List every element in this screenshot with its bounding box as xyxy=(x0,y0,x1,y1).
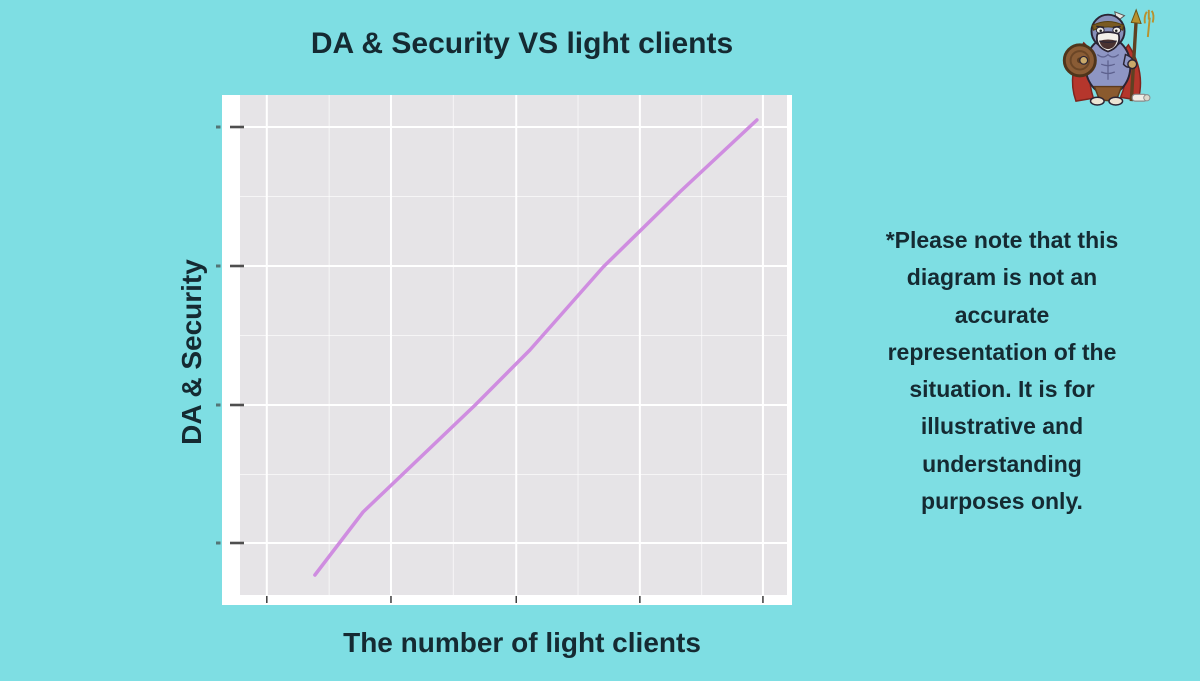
chart-canvas xyxy=(216,95,787,603)
trident-icon xyxy=(1143,9,1155,38)
x-axis-label: The number of light clients xyxy=(343,627,701,658)
y-axis-label: DA & Security xyxy=(176,259,207,445)
page-title: DA & Security VS light clients xyxy=(310,27,734,60)
line-chart xyxy=(216,95,792,605)
warrior-penguin-mascot-icon xyxy=(1052,4,1164,106)
shield-icon xyxy=(1062,43,1097,78)
disclaimer-note: *Please note that this diagram is not an… xyxy=(885,227,1119,514)
